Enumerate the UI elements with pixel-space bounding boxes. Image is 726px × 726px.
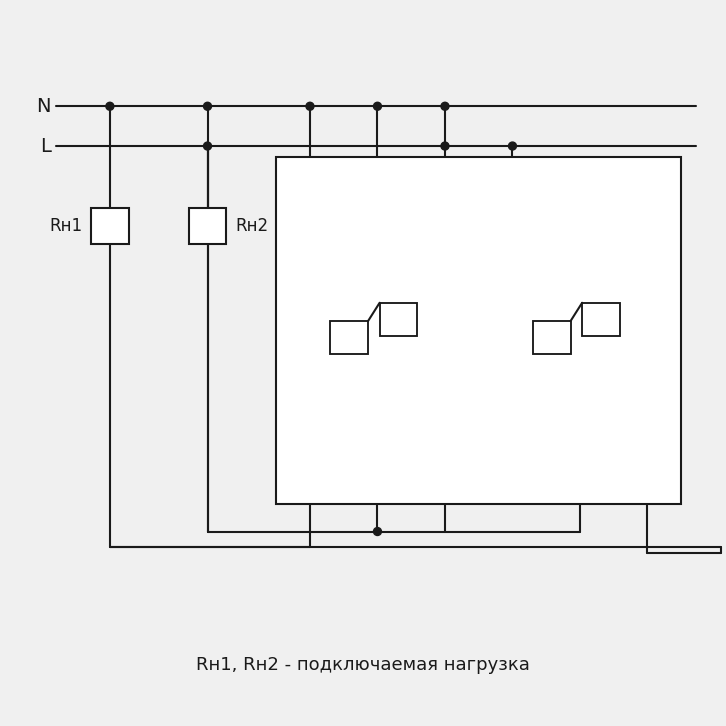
Text: 3: 3 (440, 176, 450, 192)
Text: Rн2: Rн2 (235, 216, 268, 234)
Text: L: L (40, 136, 51, 155)
Text: Rн1, Rн2 - подключаемая нагрузка: Rн1, Rн2 - подключаемая нагрузка (196, 656, 530, 674)
Circle shape (441, 142, 449, 150)
Bar (533, 321, 571, 354)
Circle shape (441, 102, 449, 110)
Bar (276, 157, 681, 504)
Circle shape (373, 102, 381, 110)
Circle shape (373, 528, 381, 536)
Text: 11: 11 (571, 470, 590, 484)
Text: 12: 12 (638, 470, 657, 484)
Text: 2: 2 (372, 176, 383, 192)
Text: 7: 7 (305, 470, 315, 484)
Bar (189, 208, 227, 244)
Circle shape (306, 102, 314, 110)
Text: 9: 9 (440, 470, 450, 484)
Text: 1: 1 (305, 176, 315, 192)
Text: 5: 5 (575, 176, 584, 192)
Circle shape (203, 142, 211, 150)
Circle shape (203, 102, 211, 110)
Circle shape (106, 102, 114, 110)
Text: N: N (36, 97, 51, 115)
Bar (380, 303, 417, 336)
Circle shape (508, 142, 516, 150)
Text: 4: 4 (507, 176, 518, 192)
Bar (582, 303, 620, 336)
Bar (330, 321, 368, 354)
Text: 8: 8 (372, 470, 383, 484)
Text: 6: 6 (643, 176, 653, 192)
Text: Rн1: Rн1 (49, 216, 82, 234)
Text: 10: 10 (503, 470, 522, 484)
Bar (91, 208, 129, 244)
